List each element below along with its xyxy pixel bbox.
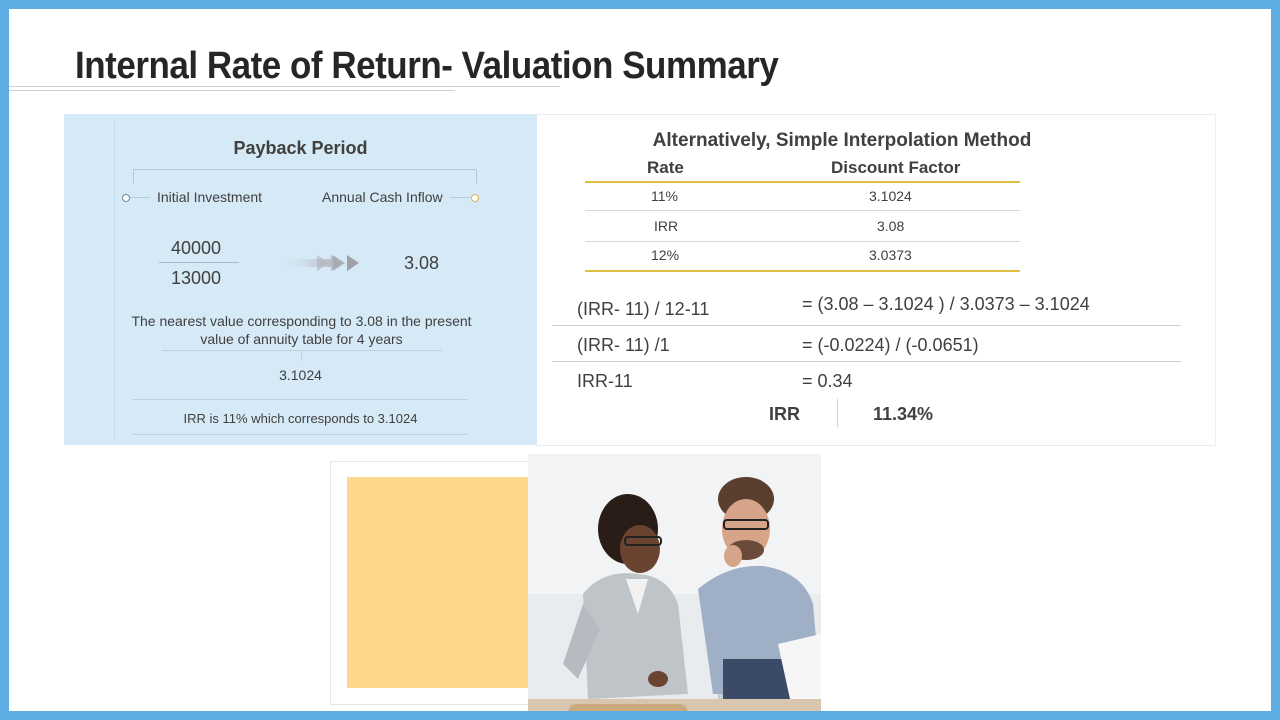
- table-cell-rate: IRR: [654, 218, 679, 234]
- bracket-tick-left: [130, 197, 150, 198]
- fraction-line: [159, 262, 239, 263]
- discount-factor-header: Discount Factor: [831, 158, 961, 177]
- table-cell-rate: 12%: [651, 247, 680, 263]
- separator: [132, 434, 468, 435]
- irr-separator: [837, 399, 838, 427]
- equation-left: (IRR- 11) / 12-11: [577, 299, 710, 319]
- business-people-photo: [528, 454, 821, 711]
- equation-left: IRR-11: [577, 371, 633, 391]
- separator: [132, 399, 468, 400]
- bracket-dot-right-icon: [471, 194, 479, 202]
- separator: [162, 350, 442, 351]
- equation-right: = (3.08 – 3.1024 ) / 3.0373 – 3.1024: [802, 294, 1090, 314]
- interpolation-title: Alternatively, Simple Interpolation Meth…: [652, 130, 1032, 151]
- irr-value: 11.34%: [873, 404, 934, 424]
- table-footer-line: [585, 270, 1020, 272]
- annuity-table-value: 3.1024: [279, 367, 322, 383]
- slide: Internal Rate of Return- Valuation Summa…: [9, 9, 1271, 711]
- equation-left: (IRR- 11) /1: [577, 335, 670, 355]
- table-cell-df: 3.1024: [869, 188, 912, 204]
- separator-tick: [301, 351, 302, 361]
- equation-separator: [552, 325, 1181, 326]
- table-cell-df: 3.08: [877, 218, 905, 234]
- bracket-tick-right: [450, 197, 470, 198]
- numerator-value: 40000: [171, 238, 222, 258]
- equation-right: = 0.34: [802, 371, 853, 391]
- table-row-line: [585, 210, 1020, 211]
- initial-investment-label: Initial Investment: [157, 189, 263, 205]
- denominator-value: 13000: [171, 268, 222, 288]
- arrow-right-icon: [275, 255, 359, 271]
- irr-note: IRR is 11% which corresponds to 3.1024: [183, 411, 418, 426]
- payback-result: 3.08: [404, 253, 440, 273]
- table-row-line: [585, 241, 1020, 242]
- title-rule-secondary: [9, 90, 455, 91]
- annual-cash-inflow-label: Annual Cash Inflow: [322, 189, 443, 205]
- nearest-value-note: The nearest value corresponding to 3.08 …: [131, 313, 472, 347]
- bracket-dot-left-icon: [122, 194, 130, 202]
- page-title: Internal Rate of Return- Valuation Summa…: [75, 45, 779, 87]
- equation-right: = (-0.0224) / (-0.0651): [802, 335, 979, 355]
- interpolation-panel: Alternatively, Simple Interpolation Meth…: [537, 114, 1216, 446]
- title-rule: [9, 86, 560, 87]
- rate-header: Rate: [647, 158, 684, 177]
- payback-title: Payback Period: [233, 138, 368, 158]
- yellow-accent-block: [347, 477, 557, 688]
- payback-panel: Payback Period Initial Investment Annual…: [64, 114, 537, 445]
- equation-separator: [552, 361, 1181, 362]
- table-cell-df: 3.0373: [869, 247, 912, 263]
- table-cell-rate: 11%: [651, 188, 678, 204]
- payback-bracket: [133, 169, 477, 184]
- table-header-line: [585, 181, 1020, 183]
- irr-label: IRR: [769, 404, 800, 424]
- panel-guide-line: [114, 120, 115, 440]
